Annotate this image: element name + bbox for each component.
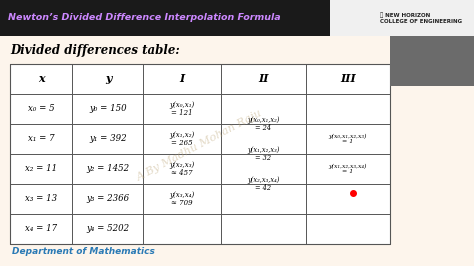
Bar (330, 0, 474, 36)
Text: y(x₂,x₃,x₄)
= 42: y(x₂,x₃,x₄) = 42 (247, 176, 280, 192)
Text: Ⓝ NEW HORIZON
COLLEGE OF ENGINEERING: Ⓝ NEW HORIZON COLLEGE OF ENGINEERING (380, 12, 462, 24)
Text: x₃ = 13: x₃ = 13 (25, 194, 57, 203)
Text: II: II (258, 73, 269, 84)
Text: A By Madhu Mohan Raju: A By Madhu Mohan Raju (136, 109, 264, 184)
Text: Department of Mathematics: Department of Mathematics (12, 247, 155, 256)
Text: y(x₀,x₁,x₂,x₃)
= 1: y(x₀,x₁,x₂,x₃) = 1 (328, 134, 367, 144)
Text: x₄ = 17: x₄ = 17 (25, 225, 57, 234)
Text: I: I (180, 73, 185, 84)
Text: y₃ = 2366: y₃ = 2366 (86, 194, 129, 203)
Text: y(x₁,x₂,x₃)
= 32: y(x₁,x₂,x₃) = 32 (247, 146, 280, 162)
Bar (390, 36, 474, 86)
Text: y(x₁,x₂,x₃,x₄)
= 1: y(x₁,x₂,x₃,x₄) = 1 (328, 164, 367, 174)
Bar (10, 64, 390, 244)
Text: Newton’s Divided Difference Interpolation Formula: Newton’s Divided Difference Interpolatio… (8, 14, 281, 22)
Text: y₁ = 392: y₁ = 392 (89, 134, 127, 143)
Text: x₁ = 7: x₁ = 7 (28, 134, 55, 143)
Text: x: x (38, 73, 45, 84)
Text: x₀ = 5: x₀ = 5 (28, 105, 55, 113)
Text: Divided differences table:: Divided differences table: (10, 44, 180, 57)
Text: y(x₁,x₂)
= 265: y(x₁,x₂) = 265 (170, 131, 195, 147)
Text: y₂ = 1452: y₂ = 1452 (86, 164, 129, 173)
Text: y: y (105, 73, 111, 84)
Text: y₄ = 5202: y₄ = 5202 (86, 225, 129, 234)
Text: y(x₀,x₁,x₂)
= 24: y(x₀,x₁,x₂) = 24 (247, 116, 280, 132)
Text: y₀ = 150: y₀ = 150 (89, 105, 127, 113)
Text: III: III (340, 73, 356, 84)
Bar (390, 36, 474, 86)
Text: x₂ = 11: x₂ = 11 (25, 164, 57, 173)
Bar (0, 0, 474, 36)
Text: y(x₃,x₄)
≈ 709: y(x₃,x₄) ≈ 709 (170, 191, 195, 207)
Text: y(x₂,x₃)
≈ 457: y(x₂,x₃) ≈ 457 (170, 161, 195, 177)
Text: y(x₀,x₁)
= 121: y(x₀,x₁) = 121 (170, 101, 195, 117)
